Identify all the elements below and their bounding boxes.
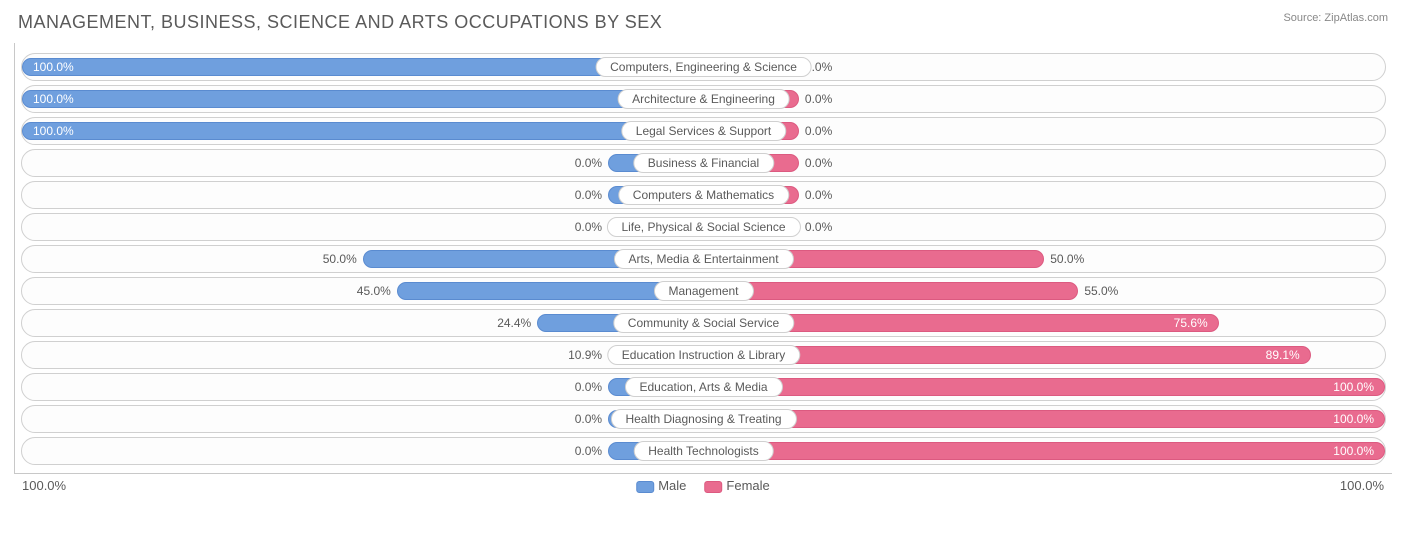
category-label: Business & Financial (633, 153, 774, 173)
source-attribution: Source: ZipAtlas.com (1283, 12, 1388, 24)
female-bar: 100.0% (704, 410, 1386, 428)
category-label: Education, Arts & Media (624, 377, 782, 397)
male-pct: 45.0% (351, 284, 397, 298)
axis-right-label: 100.0% (1340, 478, 1384, 493)
x-axis: 100.0% Male Female 100.0% (22, 478, 1384, 493)
male-pct: 100.0% (27, 92, 80, 106)
category-label: Computers, Engineering & Science (595, 57, 812, 77)
female-swatch-icon (704, 481, 722, 493)
female-pct: 50.0% (1044, 252, 1090, 266)
female-pct: 0.0% (799, 156, 838, 170)
male-pct: 10.9% (562, 348, 608, 362)
female-pct: 75.6% (1168, 316, 1214, 330)
female-bar: 100.0% (704, 442, 1386, 460)
male-bar: 100.0% (22, 90, 704, 108)
chart-row: 0.0% 0.0% Computers & Mathematics (21, 181, 1386, 209)
legend-male: Male (636, 478, 686, 493)
legend-female-label: Female (726, 478, 769, 493)
chart-row: 0.0% 0.0%Life, Physical & Social Science (21, 213, 1386, 241)
chart-row: 0.0% 100.0% Health Diagnosing & Treating (21, 405, 1386, 433)
category-label: Arts, Media & Entertainment (613, 249, 793, 269)
female-bar: 100.0% (704, 378, 1386, 396)
male-pct: 0.0% (569, 156, 608, 170)
female-pct: 0.0% (799, 92, 838, 106)
male-bar: 100.0% (22, 122, 704, 140)
chart-row: 50.0% 50.0% Arts, Media & Entertainment (21, 245, 1386, 273)
category-label: Health Technologists (633, 441, 774, 461)
legend: Male Female (636, 478, 770, 493)
female-pct: 100.0% (1327, 444, 1380, 458)
chart-row: 100.0% 0.0% Legal Services & Support (21, 117, 1386, 145)
chart-row: 0.0% 100.0% Health Technologists (21, 437, 1386, 465)
chart-row: 100.0% 0.0% Architecture & Engineering (21, 85, 1386, 113)
chart-row: 45.0% 55.0% Management (21, 277, 1386, 305)
chart-body: 100.0% 0.0% Computers, Engineering & Scien… (14, 43, 1392, 474)
category-label: Computers & Mathematics (618, 185, 789, 205)
legend-female: Female (704, 478, 769, 493)
male-pct: 0.0% (569, 188, 608, 202)
category-label: Community & Social Service (613, 313, 794, 333)
chart-row: 10.9% 89.1% Education Instruction & Librar… (21, 341, 1386, 369)
axis-left-label: 100.0% (22, 478, 66, 493)
male-pct: 24.4% (491, 316, 537, 330)
chart-row: 0.0% 0.0% Business & Financial (21, 149, 1386, 177)
female-pct: 89.1% (1260, 348, 1306, 362)
female-pct: 0.0% (799, 188, 838, 202)
male-pct: 0.0% (569, 380, 608, 394)
male-pct: 0.0% (569, 220, 608, 234)
category-label: Architecture & Engineering (617, 89, 790, 109)
category-label: Life, Physical & Social Science (606, 217, 800, 237)
male-pct: 100.0% (27, 124, 80, 138)
female-pct: 100.0% (1327, 380, 1380, 394)
female-pct: 100.0% (1327, 412, 1380, 426)
male-pct: 50.0% (317, 252, 363, 266)
chart-row: 0.0% 100.0% Education, Arts & Media (21, 373, 1386, 401)
chart-row: 100.0%0.0%Computers, Engineering & Scien… (21, 53, 1386, 81)
female-pct: 55.0% (1078, 284, 1124, 298)
female-pct: 0.0% (799, 220, 838, 234)
female-bar (704, 282, 1079, 300)
female-pct: 0.0% (799, 124, 838, 138)
category-label: Legal Services & Support (621, 121, 786, 141)
category-label: Management (653, 281, 753, 301)
male-pct: 0.0% (569, 412, 608, 426)
male-pct: 100.0% (27, 60, 80, 74)
male-swatch-icon (636, 481, 654, 493)
category-label: Health Diagnosing & Treating (610, 409, 796, 429)
chart-title: MANAGEMENT, BUSINESS, SCIENCE AND ARTS O… (18, 12, 1392, 33)
chart-row: 24.4% 75.6% Community & Social Service (21, 309, 1386, 337)
legend-male-label: Male (658, 478, 686, 493)
male-pct: 0.0% (569, 444, 608, 458)
category-label: Education Instruction & Library (607, 345, 800, 365)
